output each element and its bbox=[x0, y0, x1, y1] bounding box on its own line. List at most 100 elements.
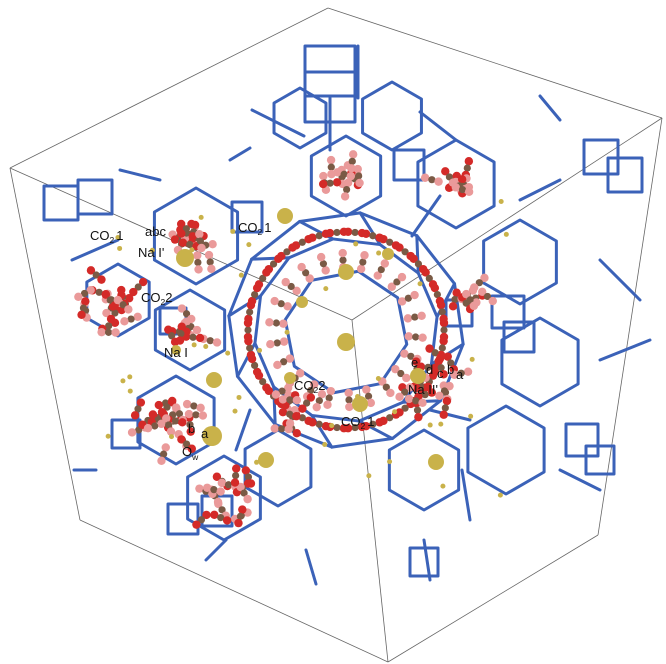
oxygen-atom bbox=[319, 171, 328, 181]
sodium-small-atom bbox=[497, 492, 503, 498]
carbon-atom bbox=[283, 248, 291, 256]
oxygen-atom bbox=[317, 390, 327, 399]
cell-edge bbox=[9, 167, 81, 521]
oxygen-atom bbox=[441, 167, 450, 176]
sodium-atom bbox=[410, 368, 426, 384]
carbon-atom bbox=[192, 411, 200, 419]
oxygen-atom bbox=[195, 229, 204, 239]
oxygen-atom bbox=[464, 187, 474, 196]
oxygen-atom bbox=[154, 400, 164, 410]
sodium-small-atom bbox=[257, 347, 263, 353]
sodium-small-atom bbox=[353, 241, 359, 247]
carbon-atom bbox=[175, 410, 184, 418]
label-co2-2-center: CO22 bbox=[294, 378, 325, 395]
oxygen-atom bbox=[264, 264, 274, 274]
carbon-atom bbox=[206, 337, 214, 345]
oxygen-atom bbox=[292, 396, 302, 405]
oxygen-atom bbox=[232, 464, 241, 473]
oxygen-atom bbox=[129, 287, 138, 297]
carbon-atom bbox=[327, 163, 335, 171]
oxygen-atom bbox=[102, 308, 111, 318]
oxygen-atom bbox=[292, 412, 301, 421]
oxygen-atom bbox=[323, 400, 332, 409]
carbon-atom bbox=[302, 269, 310, 277]
carbon-atom bbox=[377, 265, 385, 274]
sodium-small-atom bbox=[246, 242, 252, 248]
oxygen-atom bbox=[285, 419, 295, 428]
carbon-atom bbox=[369, 420, 377, 428]
sodium-atom bbox=[337, 333, 355, 351]
oxygen-atom bbox=[395, 392, 404, 402]
oxygen-atom bbox=[478, 287, 487, 297]
oxygen-atom bbox=[207, 264, 216, 274]
sodium-atom bbox=[296, 296, 308, 308]
carbon-atom bbox=[287, 282, 295, 291]
svg-text:e: e bbox=[411, 355, 418, 370]
sodium-small-atom bbox=[469, 356, 475, 362]
cell-edge bbox=[351, 319, 389, 663]
sodium-small-atom bbox=[387, 459, 393, 465]
oxygen-atom bbox=[230, 478, 240, 487]
oxygen-atom bbox=[178, 418, 187, 427]
oxygen-atom bbox=[395, 243, 404, 252]
sodium-small-atom bbox=[230, 228, 236, 234]
carbon-atom bbox=[421, 391, 429, 399]
four-ring bbox=[408, 546, 440, 578]
carbon-atom bbox=[171, 417, 180, 425]
four-ring bbox=[200, 494, 234, 528]
oxygen-atom bbox=[297, 262, 306, 272]
oxygen-atom bbox=[439, 336, 448, 346]
oxygen-atom bbox=[120, 317, 129, 326]
sodium-small-atom bbox=[198, 214, 204, 220]
svg-text:Na I: Na I bbox=[164, 345, 188, 360]
oxygen-atom bbox=[177, 322, 186, 331]
oxygen-atom bbox=[410, 290, 419, 300]
oxygen-atom bbox=[379, 234, 388, 244]
carbon-atom bbox=[407, 352, 415, 360]
carbon-atom bbox=[382, 383, 390, 391]
hexagonal-cage bbox=[361, 80, 423, 152]
oxygen-atom bbox=[187, 314, 196, 324]
oxygen-atom bbox=[326, 155, 336, 165]
svg-text:b: b bbox=[188, 421, 195, 436]
hexagonal-cage bbox=[416, 138, 496, 230]
carbon-atom bbox=[182, 225, 190, 233]
oxygen-atom bbox=[292, 286, 301, 296]
oxygen-atom bbox=[193, 251, 202, 260]
sodium-small-atom bbox=[417, 281, 423, 287]
cell-edge bbox=[327, 7, 663, 119]
sodium-small-atom bbox=[498, 199, 504, 205]
oxygen-atom bbox=[212, 472, 222, 481]
four-ring bbox=[166, 502, 200, 536]
carbon-atom bbox=[364, 392, 373, 400]
oxygen-atom bbox=[157, 419, 166, 429]
sodium-small-atom bbox=[376, 250, 382, 256]
carbon-atom bbox=[194, 258, 202, 267]
carbon-atom bbox=[217, 514, 225, 522]
carbon-atom bbox=[280, 358, 288, 366]
oxygen-atom bbox=[291, 241, 301, 250]
oxygen-atom bbox=[434, 357, 443, 366]
carbon-atom bbox=[196, 237, 205, 245]
oxygen-atom bbox=[238, 505, 247, 514]
oxygen-atom bbox=[480, 273, 489, 283]
oxygen-atom bbox=[338, 248, 347, 258]
sodium-atom bbox=[258, 452, 274, 468]
oxygen-atom bbox=[436, 300, 446, 310]
carbon-atom bbox=[119, 301, 127, 309]
framework-bond bbox=[118, 168, 162, 182]
oxygen-atom bbox=[254, 280, 264, 289]
svg-text:Na II': Na II' bbox=[408, 382, 438, 397]
sodium-small-atom bbox=[127, 388, 133, 394]
four-ring bbox=[230, 200, 264, 234]
carbon-atom bbox=[259, 377, 267, 386]
sodium-small-atom bbox=[232, 408, 238, 414]
carbon-atom bbox=[475, 279, 483, 287]
carbon-atom bbox=[343, 185, 351, 194]
hexagonal-cage bbox=[466, 404, 546, 496]
oxygen-atom bbox=[106, 314, 116, 324]
sodium-small-atom bbox=[329, 423, 335, 429]
oxygen-atom bbox=[202, 510, 211, 520]
